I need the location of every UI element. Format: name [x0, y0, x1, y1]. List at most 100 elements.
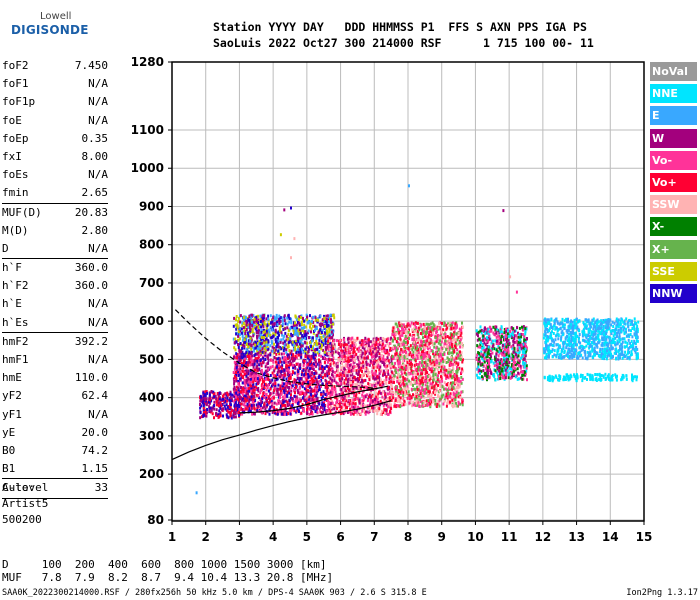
echo-point: [263, 347, 266, 350]
echo-point: [281, 333, 284, 337]
param-row: D N/A: [2, 240, 108, 258]
echo-point: [344, 363, 347, 367]
echo-point: [378, 390, 380, 394]
echo-point: [208, 405, 211, 409]
echo-point: [330, 406, 333, 410]
echo-point: [309, 393, 312, 397]
echo-point: [461, 358, 464, 362]
echo-point: [352, 387, 355, 391]
echo-point: [371, 348, 374, 352]
echo-point: [243, 401, 246, 405]
echo-point: [461, 369, 464, 373]
echo-point: [290, 389, 293, 393]
echo-point: [258, 359, 261, 363]
echo-point: [369, 400, 372, 404]
echo-point: [270, 321, 273, 325]
echo-point: [328, 339, 331, 343]
echo-point: [267, 378, 270, 381]
echo-point: [453, 334, 455, 338]
echo-point: [300, 377, 303, 381]
echo-point: [281, 319, 284, 323]
echo-point: [199, 416, 202, 420]
echo-point: [416, 339, 419, 342]
echo-point: [365, 385, 368, 389]
echo-point: [260, 336, 263, 339]
echo-point: [366, 368, 369, 372]
echo-point: [414, 394, 417, 397]
echo-point: [412, 384, 414, 387]
echo-point: [304, 355, 307, 359]
echo-point: [326, 372, 329, 376]
echo-point: [342, 365, 344, 369]
echo-point: [266, 324, 269, 328]
echo-point: [432, 360, 435, 364]
echo-point: [243, 395, 246, 399]
echo-point: [438, 355, 441, 359]
echo-point: [435, 380, 438, 384]
echo-point: [292, 344, 295, 348]
echo-point: [339, 408, 342, 412]
echo-point: [402, 379, 405, 383]
echo-point: [222, 414, 224, 418]
echo-point: [455, 342, 458, 346]
echo-point: [341, 408, 344, 412]
echo-point: [360, 355, 363, 359]
echo-points: [195, 184, 640, 495]
echo-point: [271, 328, 274, 332]
echo-point: [404, 336, 407, 340]
echo-point: [455, 402, 457, 405]
echo-point: [299, 350, 302, 354]
echo-point: [281, 346, 284, 349]
param-row: C-level 33: [2, 479, 108, 497]
echo-point: [389, 391, 392, 395]
echo-point: [302, 330, 305, 334]
echo-point: [376, 379, 379, 382]
echo-point: [440, 340, 443, 344]
echo-point: [233, 316, 236, 320]
echo-point: [266, 332, 269, 336]
echo-point: [359, 350, 362, 354]
echo-point: [245, 320, 248, 324]
param-value: N/A: [88, 407, 108, 421]
echo-point: [332, 333, 334, 337]
echo-point: [418, 361, 421, 365]
echo-point: [394, 392, 397, 396]
echo-point: [399, 330, 402, 333]
echo-point: [379, 412, 382, 416]
echo-point: [385, 375, 388, 379]
echo-point: [314, 350, 317, 354]
echo-point: [314, 376, 317, 380]
echo-point: [374, 351, 377, 354]
echo-point: [272, 375, 275, 379]
echo-point: [317, 383, 320, 387]
echo-point: [330, 349, 333, 353]
echo-point: [366, 339, 369, 343]
echo-point: [325, 383, 327, 387]
echo-point: [305, 363, 308, 367]
echo-point: [407, 371, 410, 375]
echo-point: [362, 360, 365, 364]
echo-point: [334, 380, 337, 384]
echo-point: [238, 349, 241, 352]
echo-point: [334, 350, 337, 354]
echo-point: [285, 356, 288, 360]
echo-point: [283, 334, 286, 338]
echo-point: [308, 362, 311, 366]
echo-point: [435, 386, 438, 390]
echo-point: [363, 409, 365, 413]
echo-point: [460, 390, 463, 394]
echo-point: [244, 330, 247, 333]
echo-point: [230, 409, 233, 413]
echo-point: [399, 352, 402, 356]
echo-point: [234, 323, 237, 327]
echo-point: [360, 366, 363, 370]
echo-point: [363, 397, 365, 401]
echo-point: [236, 404, 239, 407]
echo-point: [292, 366, 295, 370]
echo-point: [266, 384, 269, 388]
echo-point: [319, 410, 322, 414]
echo-point: [451, 345, 454, 349]
echo-point: [289, 359, 292, 363]
echo-point: [265, 326, 268, 330]
echo-point: [230, 416, 233, 420]
